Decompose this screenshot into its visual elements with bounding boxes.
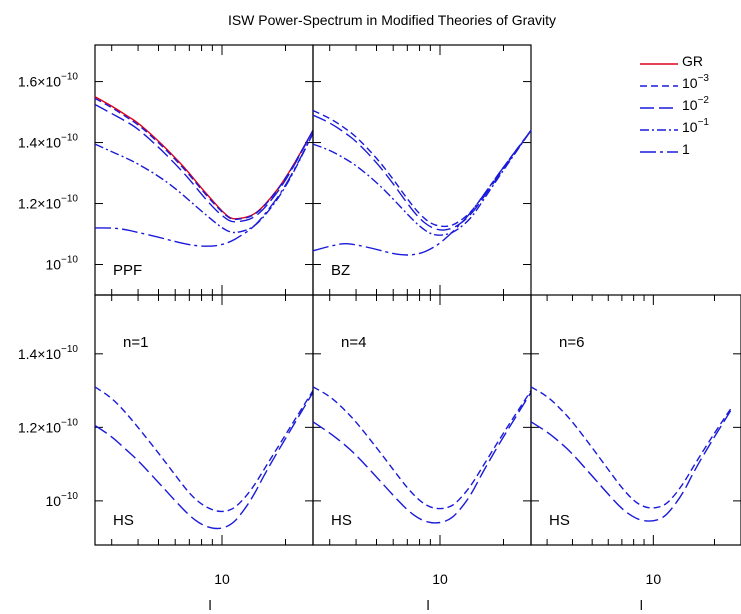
y-tick-label: 10−10 (45, 491, 78, 509)
y-tick-label: 1.4×10−10 (18, 133, 79, 151)
legend: GR 10−3 10−2 10−1 1 (640, 53, 709, 157)
panel-label: PPF (113, 262, 142, 279)
panel-label: HS (113, 512, 134, 529)
panel-ppf: PPF (94, 44, 314, 296)
series-line (312, 114, 532, 231)
series-line (312, 130, 532, 236)
y-tick-labels: 1.6×10−10 1.4×10−10 1.2×10−10 10−10 1.4×10−1… (18, 72, 79, 509)
series-line (530, 386, 732, 509)
y-tick-label: 1.4×10−10 (18, 344, 79, 362)
x-tick-label: 10 (432, 571, 448, 587)
panel-label: HS (549, 512, 570, 529)
x-axis-label: l (426, 597, 429, 613)
panel-n-label: n=1 (123, 334, 148, 351)
series-line (312, 109, 532, 228)
legend-label: 10−3 (682, 73, 709, 91)
series-line (94, 96, 314, 220)
panel-n-label: n=4 (341, 334, 366, 351)
series-line (530, 410, 732, 522)
x-axis-label: l (640, 597, 643, 613)
y-tick-label: 10−10 (45, 255, 78, 273)
panel-frame (312, 44, 532, 296)
chart-title: ISW Power-Spectrum in Modified Theories … (228, 12, 556, 28)
panel-hs-n-6: HS n=6 (530, 294, 741, 546)
series-line (312, 392, 532, 524)
legend-label: 10−2 (682, 95, 709, 113)
y-tick-label: 1.6×10−10 (18, 72, 79, 90)
panel-bz: BZ (312, 44, 532, 296)
y-tick-label: 1.2×10−10 (18, 417, 79, 435)
panel-frame (94, 44, 314, 296)
panel-frame (530, 294, 741, 546)
series-line (94, 133, 314, 247)
x-tick-label: 10 (646, 571, 662, 587)
panel-hs-n-1: HS n=1 (94, 294, 314, 546)
series-line (312, 386, 532, 510)
legend-label: 10−1 (682, 117, 709, 135)
legend-label: GR (682, 53, 703, 69)
x-tick-label: 10 (214, 571, 230, 587)
series-line (94, 392, 314, 530)
panel-label: BZ (331, 262, 350, 279)
series-line (312, 129, 532, 256)
panels: PPF BZ HS n=1 HS n=4 HS n=6 (94, 44, 741, 546)
series-line (94, 133, 314, 234)
panel-frame (94, 294, 314, 546)
x-axis-label: l (208, 597, 211, 613)
series-line (94, 103, 314, 223)
panel-frame (312, 294, 532, 546)
panel-n-label: n=6 (559, 334, 584, 351)
y-tick-label: 1.2×10−10 (18, 194, 79, 212)
series-line (94, 386, 314, 513)
series-line (94, 97, 314, 221)
panel-label: HS (331, 512, 352, 529)
legend-label: 1 (682, 141, 690, 157)
panel-hs-n-4: HS n=4 (312, 294, 532, 546)
